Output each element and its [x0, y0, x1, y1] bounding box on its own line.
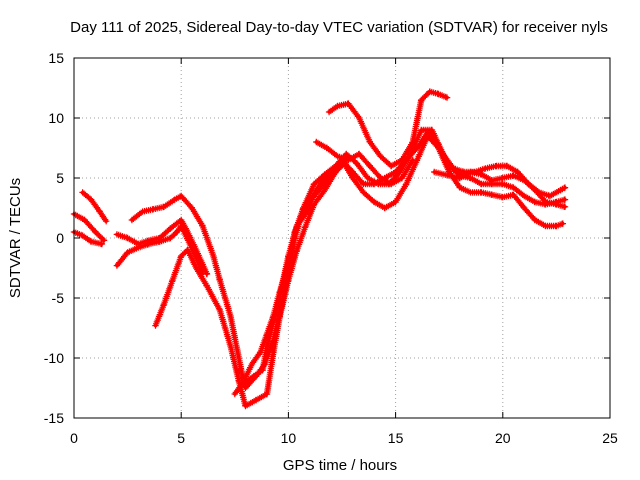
data-point-marker	[215, 305, 223, 312]
data-point-marker	[443, 94, 451, 101]
data-point-marker	[561, 196, 569, 203]
data-layer	[70, 88, 569, 410]
data-point-marker	[102, 218, 110, 225]
data-point-marker	[561, 203, 569, 210]
x-tick-label: 20	[495, 430, 511, 446]
series-track-l	[431, 168, 569, 210]
data-point-marker	[98, 240, 106, 248]
series-track-i	[242, 156, 348, 386]
series-track-d	[113, 222, 206, 278]
x-axis-label: GPS time / hours	[283, 457, 397, 474]
chart-title: Day 111 of 2025, Sidereal Day-to-day VTE…	[70, 19, 608, 36]
x-tick-label: 5	[177, 430, 185, 446]
x-tick-label: 10	[281, 430, 297, 446]
y-tick-label: 5	[56, 170, 64, 186]
data-point-marker	[100, 237, 108, 244]
x-tick-label: 15	[388, 430, 404, 446]
data-point-marker	[559, 220, 567, 227]
y-tick-label: -15	[44, 410, 64, 426]
series-track-j	[313, 138, 416, 188]
series-track-e	[113, 216, 211, 278]
label-layer: Day 111 of 2025, Sidereal Day-to-day VTE…	[7, 19, 608, 474]
series-track-c	[79, 189, 110, 225]
data-point-marker	[137, 209, 145, 216]
series-track-b	[70, 228, 106, 248]
series-track-a	[70, 210, 108, 244]
tick-layer: 0 5 10 15 20 25 -15 -10 -5 0 5 10 15	[44, 50, 618, 446]
data-point-marker	[333, 152, 340, 159]
x-tick-label: 0	[70, 430, 78, 446]
data-point-marker	[203, 270, 211, 278]
grid-layer	[74, 58, 610, 418]
y-tick-label: 0	[56, 230, 64, 246]
series-track-k	[325, 88, 451, 170]
y-tick-label: -10	[44, 350, 64, 366]
series-track-h	[231, 126, 569, 398]
x-tick-label: 25	[602, 430, 618, 446]
data-point-marker	[519, 191, 526, 198]
data-point-marker	[561, 184, 569, 191]
data-point-marker	[409, 156, 416, 164]
y-tick-label: 15	[48, 50, 64, 66]
y-tick-label: 10	[48, 110, 64, 126]
y-tick-label: -5	[52, 290, 65, 306]
y-axis-label: SDTVAR / TECUs	[7, 178, 24, 298]
